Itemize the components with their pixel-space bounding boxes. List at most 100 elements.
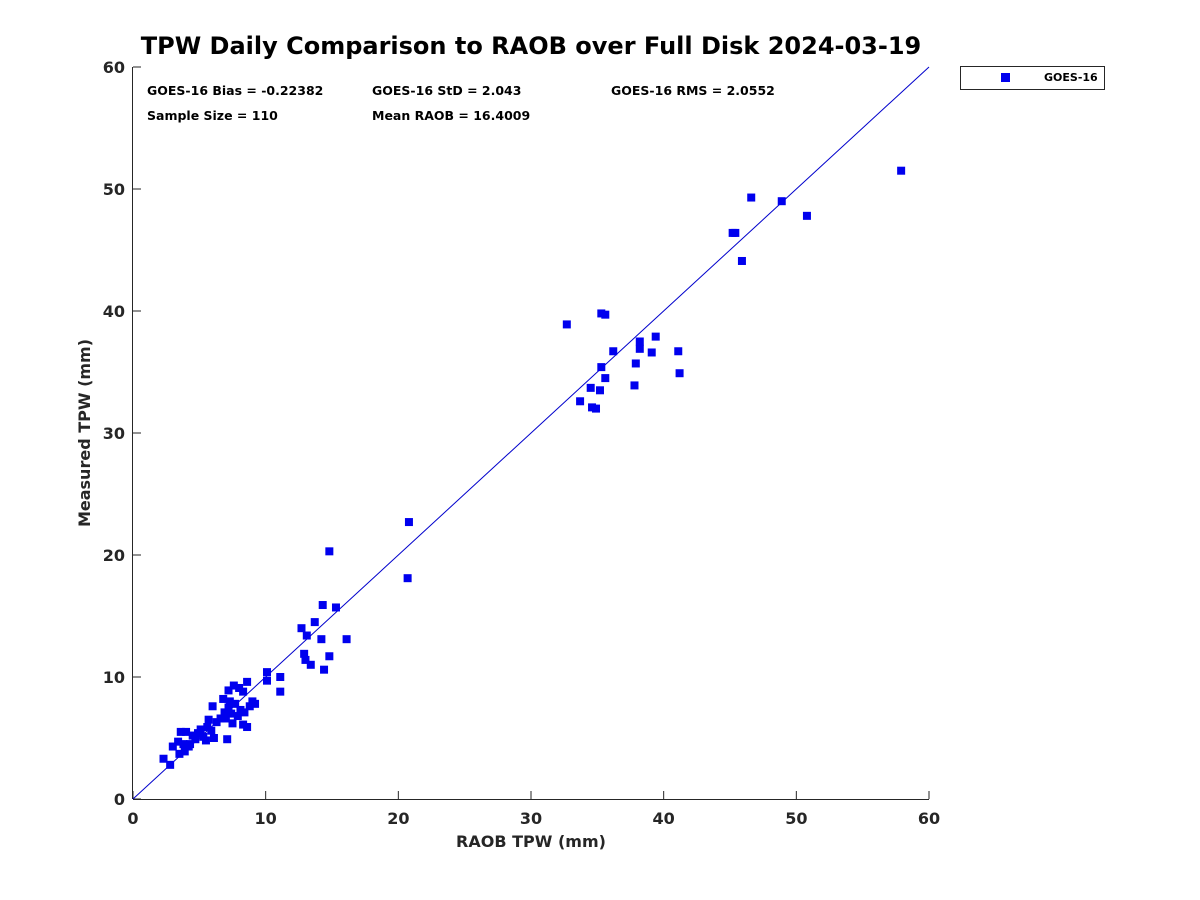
stat-bias: GOES-16 Bias = -0.22382	[147, 83, 323, 98]
data-point	[191, 735, 200, 744]
data-point	[306, 660, 315, 669]
y-tick-label: 10	[103, 668, 125, 687]
data-point	[586, 383, 595, 392]
stat-rms: GOES-16 RMS = 2.0552	[611, 83, 775, 98]
chart-title: TPW Daily Comparison to RAOB over Full D…	[141, 32, 922, 60]
data-point	[180, 747, 189, 756]
data-point	[166, 760, 175, 769]
data-point	[175, 749, 184, 758]
legend: GOES-16	[960, 66, 1105, 90]
data-point	[174, 737, 183, 746]
x-tick-label: 0	[127, 809, 138, 828]
data-point	[186, 740, 195, 749]
data-point	[747, 193, 756, 202]
data-point	[229, 681, 238, 690]
data-point	[168, 742, 177, 751]
data-point	[674, 347, 683, 356]
data-point	[562, 320, 571, 329]
data-point	[777, 197, 786, 206]
stat-std: GOES-16 StD = 2.043	[372, 83, 521, 98]
data-point	[595, 386, 604, 395]
x-tick-label: 50	[785, 809, 807, 828]
data-point	[597, 363, 606, 372]
data-point	[897, 166, 906, 175]
data-point	[331, 603, 340, 612]
y-tick-label: 40	[103, 302, 125, 321]
data-point	[176, 727, 185, 736]
data-point	[179, 740, 188, 749]
data-point	[592, 404, 601, 413]
y-tick-label: 60	[103, 58, 125, 77]
data-point	[601, 310, 610, 319]
x-tick-label: 10	[255, 809, 277, 828]
data-point	[221, 714, 230, 723]
legend-marker-square	[1001, 73, 1010, 82]
data-point	[635, 344, 644, 353]
data-point	[631, 359, 640, 368]
data-point	[325, 547, 334, 556]
legend-label: GOES-16	[1044, 71, 1098, 84]
y-tick-label: 50	[103, 180, 125, 199]
data-point	[802, 211, 811, 220]
data-point	[225, 697, 234, 706]
data-point	[576, 397, 585, 406]
data-point	[231, 699, 240, 708]
x-axis-label: RAOB TPW (mm)	[456, 832, 606, 851]
legend-box	[960, 66, 1105, 90]
data-point	[276, 673, 285, 681]
data-point	[227, 709, 236, 718]
data-point	[404, 518, 413, 527]
x-tick-label: 30	[520, 809, 542, 828]
data-point	[223, 735, 232, 744]
data-point	[601, 374, 610, 383]
data-point	[262, 668, 271, 677]
data-point	[251, 699, 260, 708]
data-point	[201, 736, 210, 745]
data-point	[651, 332, 660, 341]
data-point	[159, 754, 168, 763]
data-point	[737, 256, 746, 265]
data-point	[310, 618, 319, 627]
x-tick-label: 20	[387, 809, 409, 828]
data-point	[240, 708, 249, 717]
x-tick-label: 60	[918, 809, 940, 828]
data-point	[204, 715, 213, 724]
data-point	[243, 723, 252, 732]
data-point	[245, 702, 254, 711]
data-point	[317, 635, 326, 644]
data-point	[220, 708, 229, 717]
x-axis-ticks: 0 10 20 30 40 50 60	[127, 791, 940, 828]
data-point	[630, 381, 639, 390]
data-point	[647, 348, 656, 357]
data-point	[209, 734, 218, 742]
data-point	[675, 369, 684, 378]
data-point	[243, 677, 252, 686]
stat-sample-size: Sample Size = 110	[147, 108, 278, 123]
data-point	[300, 649, 309, 658]
y-tick-label: 30	[103, 424, 125, 443]
data-point	[318, 601, 327, 610]
y-axis-ticks: 0 10 20 30 40 50 60	[103, 58, 141, 809]
data-point	[302, 631, 311, 640]
data-point	[325, 652, 334, 661]
y-tick-label: 20	[103, 546, 125, 565]
data-point	[208, 702, 217, 711]
data-point	[297, 624, 306, 633]
data-point	[320, 665, 329, 674]
data-point	[219, 694, 228, 703]
data-point	[182, 727, 191, 736]
data-point	[342, 635, 351, 644]
y-tick-label: 0	[114, 790, 125, 809]
axes-frame	[132, 67, 929, 800]
stat-mean-raob: Mean RAOB = 16.4009	[372, 108, 530, 123]
data-point	[609, 347, 618, 356]
data-point	[216, 714, 225, 723]
data-point	[239, 687, 248, 696]
data-point	[276, 687, 285, 696]
data-point	[207, 726, 216, 735]
data-point	[224, 703, 233, 712]
data-point	[403, 574, 412, 583]
data-point	[301, 655, 310, 664]
